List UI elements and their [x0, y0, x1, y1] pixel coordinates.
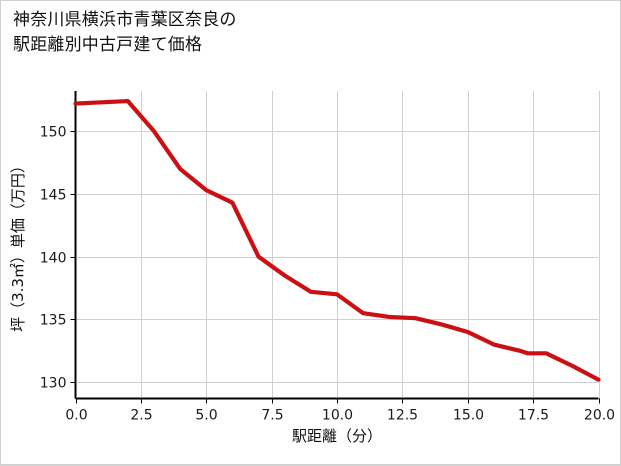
page-title: 神奈川県横浜市青葉区奈良の 駅距離別中古戸建て価格	[13, 10, 237, 55]
data-series-line	[73, 98, 601, 382]
x-tick-label: 2.5	[130, 408, 152, 424]
gridlines-group	[75, 91, 600, 399]
x-tick-label: 7.5	[261, 408, 283, 424]
y-tick-label: 150	[40, 125, 67, 141]
x-axis-tick-labels: 0.0 2.5 5.0 7.5 10.0 12.5 15.0 17.5 20.0	[65, 408, 615, 424]
y-tick-label: 140	[40, 251, 67, 267]
x-tick-label: 0.0	[65, 408, 87, 424]
tickmarks-group	[70, 130, 601, 404]
x-tick-label: 12.5	[387, 408, 418, 424]
x-axis-title: 駅距離（分）	[292, 427, 382, 445]
y-axis-title: 坪（3.3㎡）単価（万円）	[9, 158, 27, 332]
x-tick-label: 15.0	[453, 408, 484, 424]
x-tick-label: 17.5	[518, 408, 549, 424]
x-tick-label: 5.0	[195, 408, 217, 424]
y-tick-label: 135	[40, 313, 67, 329]
y-axis-tick-labels: 130 135 140 145 150	[40, 125, 67, 392]
x-tick-label: 20.0	[584, 408, 615, 424]
y-tick-label: 145	[40, 188, 67, 204]
x-tick-label: 10.0	[322, 408, 353, 424]
y-tick-label: 130	[40, 376, 67, 392]
